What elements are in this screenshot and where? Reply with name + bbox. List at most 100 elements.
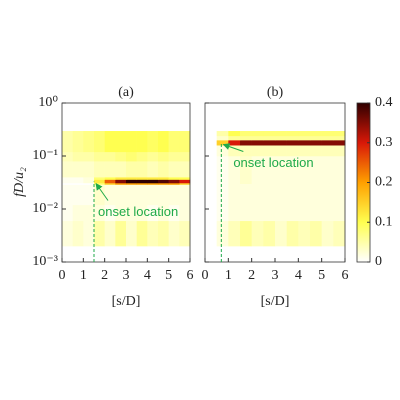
heatmap-cell (333, 135, 346, 141)
x-tick-label: 0 (202, 268, 209, 283)
heatmap-cell (298, 220, 311, 247)
heatmap-cell (104, 184, 116, 206)
heatmap-cell (158, 177, 169, 180)
heatmap-cell (216, 103, 229, 132)
x-tick-label: 2 (248, 268, 255, 283)
heatmap-cell (83, 151, 95, 162)
heatmap-cell (72, 179, 84, 184)
heatmap-cell (179, 184, 191, 206)
x-tick-label: 6 (187, 268, 194, 283)
heatmap-cell (240, 135, 252, 141)
heatmap-cell (83, 220, 95, 247)
heatmap-cell (333, 246, 346, 263)
heatmap-cell (251, 130, 264, 137)
heatmap-cell (310, 246, 322, 263)
colorbar-tick-label: 0.3 (375, 135, 393, 150)
heatmap-cell (205, 135, 217, 141)
heatmap-cell (275, 145, 287, 157)
heatmap-cell (147, 103, 159, 132)
heatmap-cell (126, 103, 137, 132)
heatmap-cell (168, 220, 180, 247)
heatmap-cell (205, 140, 217, 146)
heatmap-cell (83, 103, 95, 132)
heatmap-cell (126, 177, 137, 180)
heatmap-cell (104, 161, 116, 178)
heatmap-cell (62, 161, 73, 178)
heatmap-cell (275, 103, 287, 132)
heatmap-cell (168, 182, 180, 185)
heatmap-cell (298, 183, 311, 222)
heatmap-cell (158, 204, 169, 222)
heatmap-cell (310, 140, 322, 146)
heatmap-cell (179, 151, 191, 162)
y-axis-label: fD/u₂ (12, 167, 27, 197)
panel (205, 103, 346, 263)
heatmap-cell (251, 103, 264, 132)
heatmap-cell (83, 184, 95, 206)
x-axis-label: [s/D] (112, 294, 141, 309)
x-tick-label: 6 (342, 268, 349, 283)
heatmap-cell (333, 220, 346, 247)
heatmap-cell (179, 177, 191, 180)
y-tick-label: 10⁻³ (32, 254, 58, 269)
heatmap-cell (179, 220, 191, 247)
heatmap-cell (216, 130, 229, 137)
heatmap-cell (263, 135, 276, 141)
heatmap-cell (321, 220, 334, 247)
heatmap-cell (205, 156, 217, 185)
heatmap-cell (168, 151, 180, 162)
heatmap-cell (136, 184, 148, 206)
heatmap-cell (298, 103, 311, 132)
heatmap-cell (104, 179, 116, 184)
heatmap-cell (240, 140, 252, 146)
heatmap-cell (104, 103, 116, 132)
heatmap-cell (216, 140, 229, 146)
colorbar-tick-label: 0 (375, 254, 382, 269)
heatmap-cell (179, 179, 191, 184)
heatmap-cell (240, 130, 252, 137)
heatmap-cell (228, 183, 241, 222)
heatmap-cell (72, 177, 84, 180)
heatmap-cell (115, 151, 127, 162)
heatmap-cell (115, 184, 127, 206)
heatmap-cell (321, 145, 334, 157)
heatmap-cell (298, 156, 311, 185)
heatmap-cell (158, 246, 169, 263)
heatmap-cell (321, 183, 334, 222)
heatmap-cell (168, 130, 180, 153)
heatmap-cell (168, 161, 180, 178)
heatmap-cell (104, 177, 116, 180)
heatmap-cell (115, 177, 127, 180)
x-tick-label: 4 (295, 268, 302, 283)
heatmap-cell (286, 140, 299, 146)
heatmap-cell (228, 156, 241, 185)
heatmap-cell (136, 182, 148, 185)
heatmap-cell (310, 156, 322, 185)
heatmap-cell (94, 179, 105, 184)
heatmap-cell (158, 161, 169, 178)
heatmap-cell (275, 135, 287, 141)
x-tick-label: 0 (59, 268, 66, 283)
heatmap-cell (240, 220, 252, 247)
heatmap-cell (126, 161, 137, 178)
heatmap-cell (62, 151, 73, 162)
heatmap-cell (179, 130, 191, 153)
heatmap-cell (179, 204, 191, 222)
heatmap-cell (83, 204, 95, 222)
heatmap-cell (275, 140, 287, 146)
heatmap-cell (94, 177, 105, 180)
heatmap-cell (72, 220, 84, 247)
heatmap-cell (205, 130, 217, 137)
heatmap-cell (158, 103, 169, 132)
heatmap-cell (286, 130, 299, 137)
heatmap-cell (62, 182, 73, 185)
heatmap-cell (136, 179, 148, 184)
heatmap-cell (228, 145, 241, 157)
heatmap-cell (62, 179, 73, 184)
heatmap-cell (205, 183, 217, 222)
heatmap-cell (136, 204, 148, 222)
heatmap-cell (104, 220, 116, 247)
heatmap-cell (321, 130, 334, 137)
heatmap-cell (251, 183, 264, 222)
colorbar-tick-label: 0.4 (375, 95, 393, 110)
